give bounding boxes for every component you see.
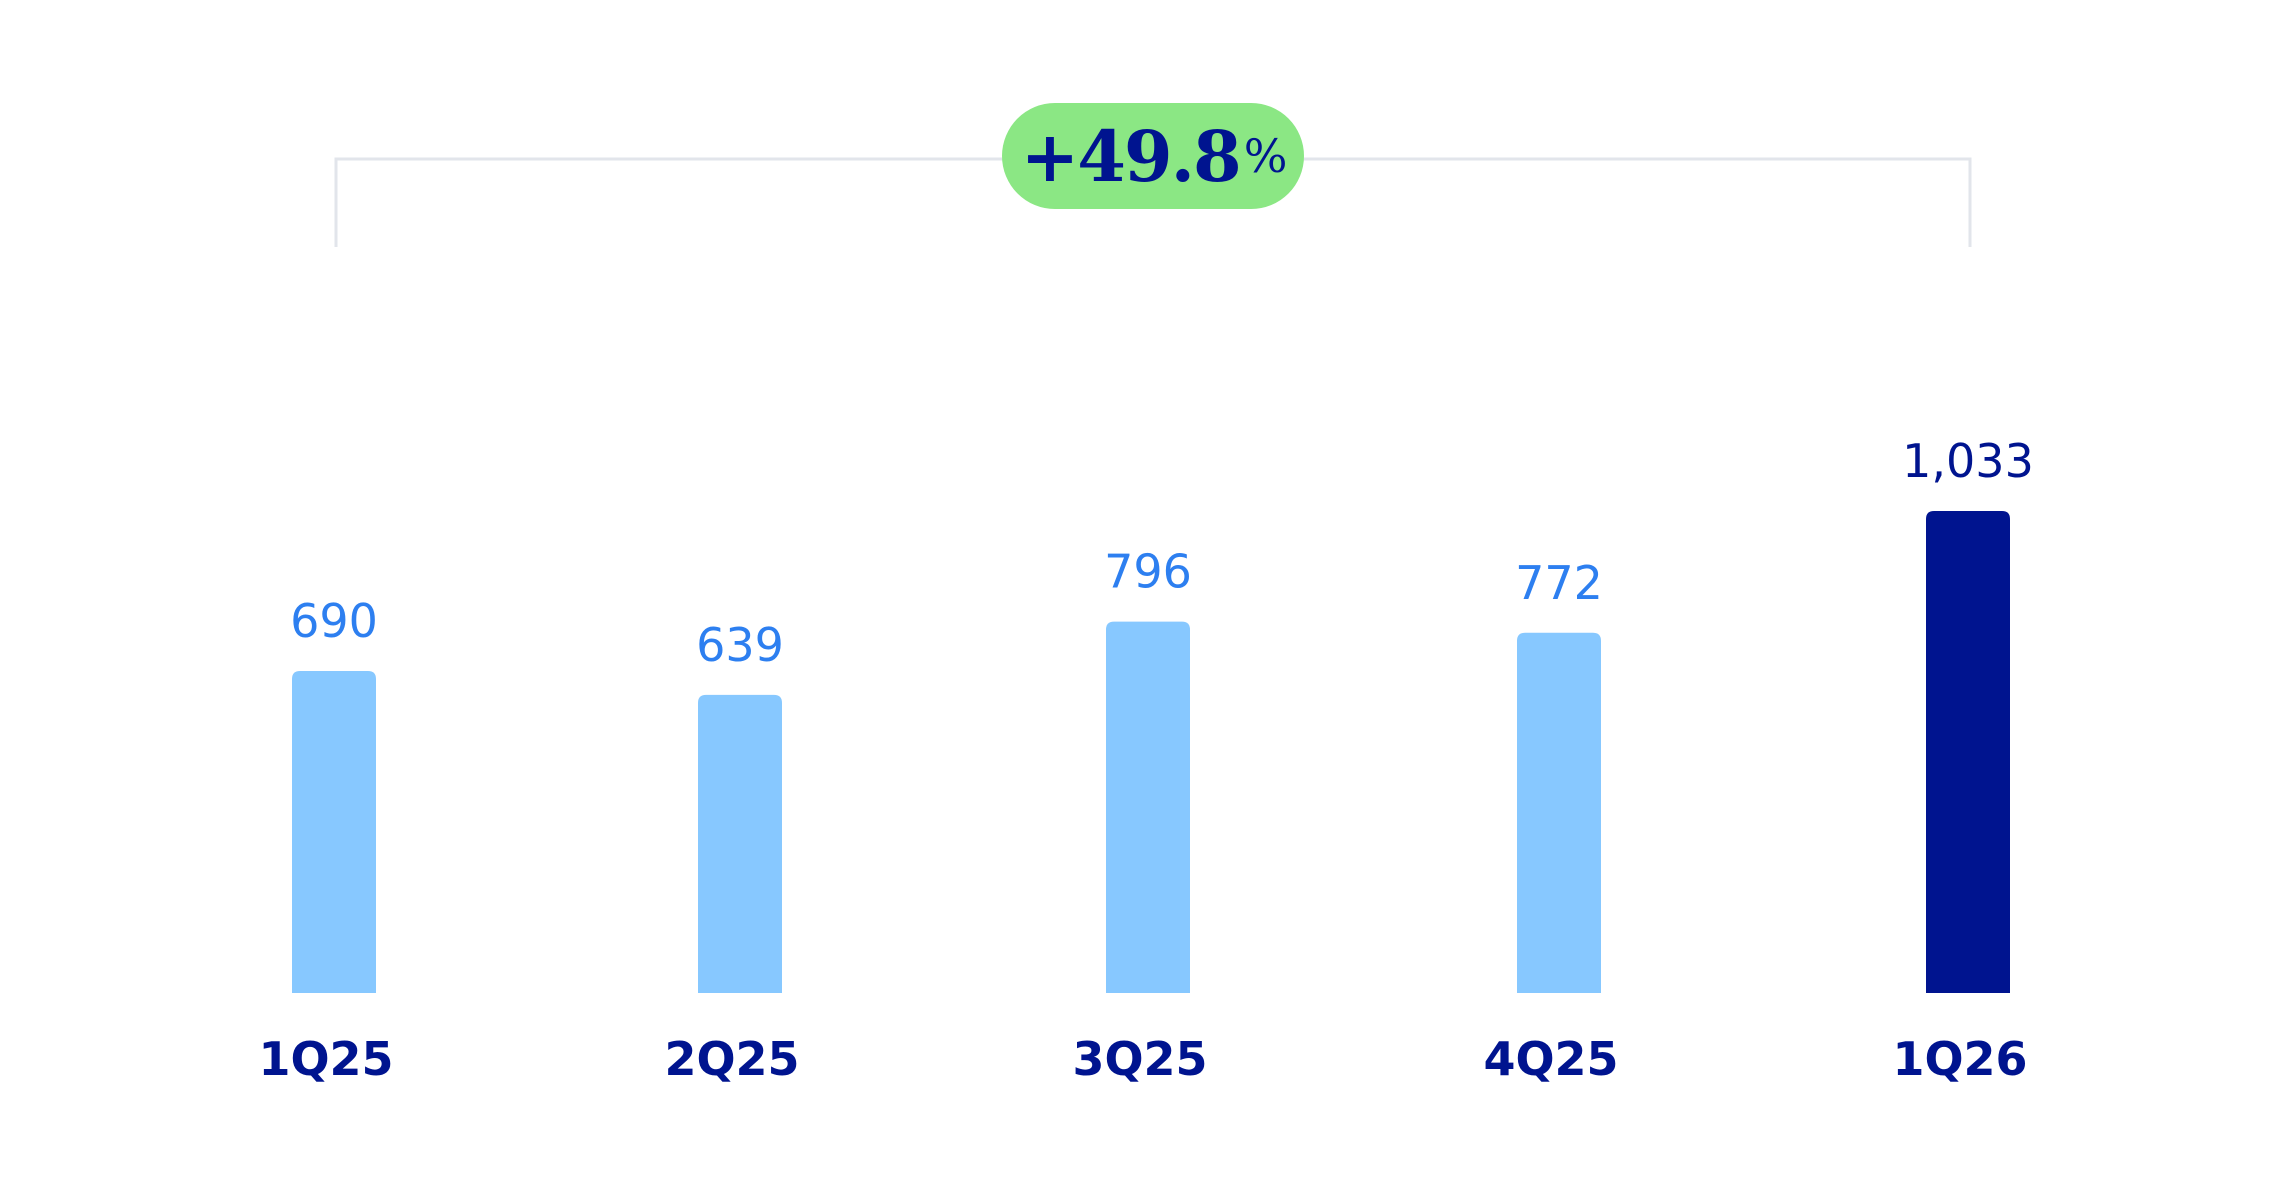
growth-value: +49.8 — [1020, 114, 1242, 198]
category-label-4Q25: 4Q25 — [1483, 1032, 1618, 1086]
growth-annotation-badge: +49.8% — [1002, 103, 1304, 209]
bar-1Q26 — [1926, 511, 2010, 993]
value-label-4Q25: 772 — [1515, 556, 1603, 610]
category-label-1Q25: 1Q25 — [258, 1032, 393, 1086]
growth-unit: % — [1243, 129, 1288, 183]
bar-4Q25 — [1517, 632, 1601, 993]
bar-3Q25 — [1106, 621, 1190, 993]
value-label-1Q26: 1,033 — [1902, 434, 2034, 488]
bar-2Q25 — [698, 694, 782, 993]
category-label-2Q25: 2Q25 — [664, 1032, 799, 1086]
category-label-1Q26: 1Q26 — [1892, 1032, 2027, 1086]
value-label-1Q25: 690 — [290, 594, 378, 648]
value-label-2Q25: 639 — [696, 618, 784, 672]
bar-1Q25 — [292, 671, 376, 993]
category-label-3Q25: 3Q25 — [1072, 1032, 1207, 1086]
value-label-3Q25: 796 — [1104, 545, 1192, 599]
